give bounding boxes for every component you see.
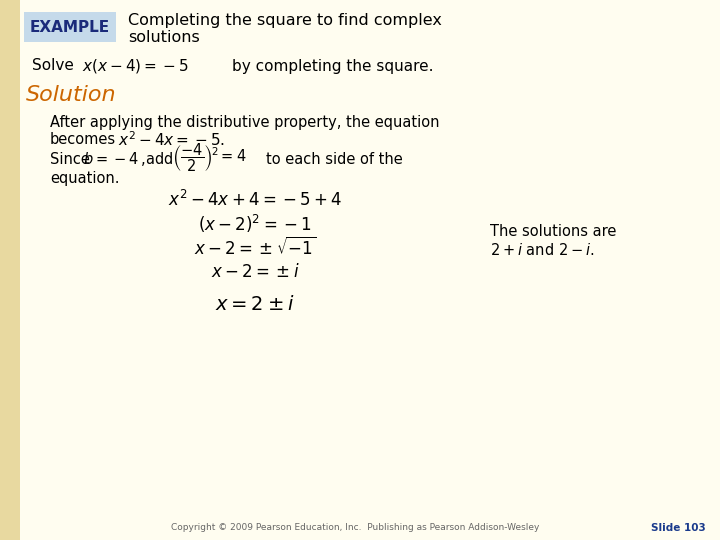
Text: to each side of the: to each side of the (266, 152, 402, 166)
Text: $x^2-4x+4=-5+4$: $x^2-4x+4=-5+4$ (168, 190, 342, 210)
Text: Solve: Solve (32, 58, 74, 73)
Text: $2+i$ and $2-i.$: $2+i$ and $2-i.$ (490, 242, 595, 258)
Text: $x^2-4x=-5.$: $x^2-4x=-5.$ (118, 131, 225, 150)
Text: Completing the square to find complex: Completing the square to find complex (128, 14, 442, 29)
Text: $\left(\dfrac{-4}{2}\right)^{\!2}=4$: $\left(\dfrac{-4}{2}\right)^{\!2}=4$ (172, 141, 246, 174)
Text: becomes: becomes (50, 132, 116, 147)
Bar (24, 12, 116, 42)
Text: $x\left(x-4\right)=-5$: $x\left(x-4\right)=-5$ (82, 57, 189, 75)
Text: Copyright © 2009 Pearson Education, Inc.  Publishing as Pearson Addison-Wesley: Copyright © 2009 Pearson Education, Inc.… (171, 523, 539, 532)
Text: solutions: solutions (128, 30, 199, 44)
Text: After applying the distributive property, the equation: After applying the distributive property… (50, 114, 439, 130)
Text: $x-2=\pm i$: $x-2=\pm i$ (211, 263, 300, 281)
Text: by completing the square.: by completing the square. (232, 58, 433, 73)
Text: Since: Since (50, 152, 90, 166)
Text: $x-2=\pm\sqrt{-1}$: $x-2=\pm\sqrt{-1}$ (194, 237, 316, 259)
Text: Slide 103: Slide 103 (652, 523, 706, 533)
Text: $b$: $b$ (83, 151, 94, 167)
Text: The solutions are: The solutions are (490, 225, 616, 240)
Text: equation.: equation. (50, 171, 120, 186)
Text: EXAMPLE: EXAMPLE (30, 19, 110, 35)
Text: $x=2\pm i$: $x=2\pm i$ (215, 294, 294, 314)
Bar (0, 0, 20, 540)
Text: Solution: Solution (26, 85, 117, 105)
Text: $= -4\,$,add: $= -4\,$,add (93, 150, 174, 168)
Text: $\left(x-2\right)^2=-1$: $\left(x-2\right)^2=-1$ (198, 213, 312, 235)
